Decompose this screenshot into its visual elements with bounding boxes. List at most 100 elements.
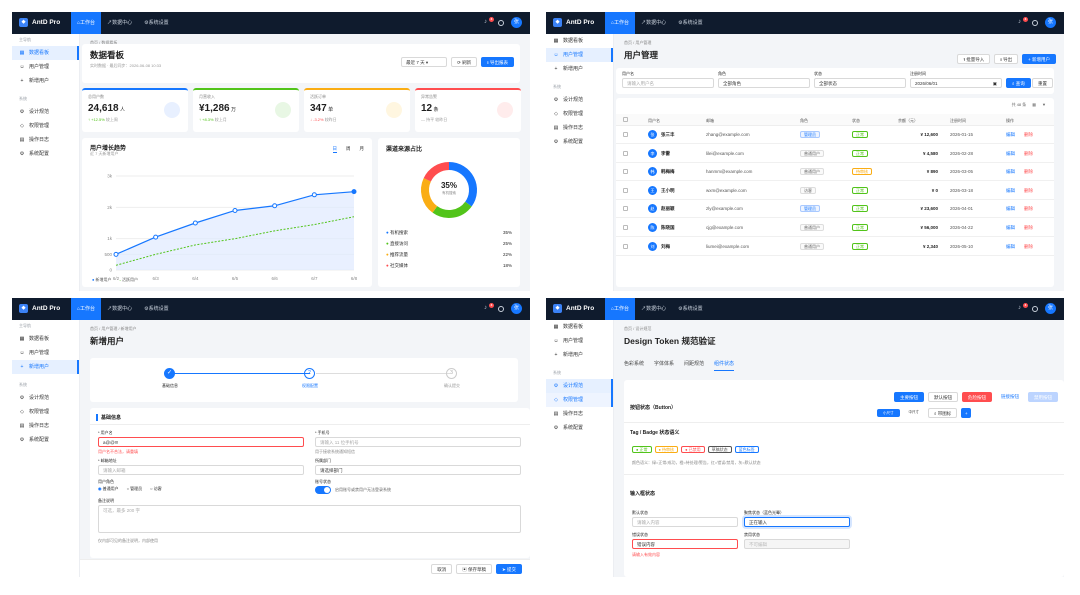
role-radio-admin[interactable]: ○ 管理员 <box>126 486 143 491</box>
sidebar-item-log[interactable]: ▤ 操作日志 <box>553 411 584 417</box>
sidebar-item-users[interactable]: ☺ 用户管理 <box>546 48 613 62</box>
edit-link[interactable]: 编辑 <box>1006 206 1015 212</box>
row-checkbox[interactable] <box>623 169 628 175</box>
sidebar-item-config[interactable]: ⚙ 系统配置 <box>19 437 50 443</box>
sidebar-item-permission[interactable]: ◇ 权限管理 <box>12 119 79 133</box>
sidebar-item-add-user[interactable]: + 新增用户 <box>12 360 79 374</box>
date-range-select[interactable]: 最近 7 天 ▾ <box>401 57 448 67</box>
tab-component[interactable]: 组件状态 <box>714 360 735 371</box>
icon-button[interactable]: ⌕ 带图标 <box>928 408 958 418</box>
sidebar-item-add-user[interactable]: + 新增用户 <box>554 66 584 72</box>
sidebar-item-log[interactable]: ▤ 操作日志 <box>19 423 50 429</box>
sidebar-item-design[interactable]: ⚙ 设计规范 <box>12 105 79 119</box>
sidebar-item-permission[interactable]: ◇ 权限管理 <box>546 393 613 407</box>
danger-button[interactable]: 危险按钮 <box>962 392 992 402</box>
nav-data-center[interactable]: ↗数据中心 <box>107 306 133 312</box>
delete-link[interactable]: 删除 <box>1024 243 1033 249</box>
phone-input[interactable]: 请输入 11 位手机号 <box>315 437 521 447</box>
delete-link[interactable]: 删除 <box>1024 187 1033 193</box>
medium-button[interactable]: 中尺寸 <box>903 408 924 418</box>
small-button[interactable]: 小尺寸 <box>877 409 900 417</box>
delete-link[interactable]: 删除 <box>1024 225 1033 230</box>
sidebar-item-dashboard[interactable]: ▦ 数据看板 <box>19 336 50 342</box>
delete-link[interactable]: 删除 <box>1024 132 1033 137</box>
save-draft-button[interactable]: ▣ 保存草稿 <box>456 564 492 574</box>
search-icon[interactable] <box>1032 305 1038 312</box>
role-radio-guest[interactable]: ○ 访客 <box>150 486 162 491</box>
columns-icon[interactable]: ▦ <box>1032 102 1037 107</box>
row-checkbox[interactable] <box>623 225 628 230</box>
sidebar-item-permission[interactable]: ◇ 权限管理 <box>20 409 50 415</box>
sidebar-item-users[interactable]: ☺ 用户管理 <box>553 338 584 344</box>
nav-workbench[interactable]: ⌂工作台 <box>605 12 636 34</box>
sidebar-item-dashboard[interactable]: ▦ 数据看板 <box>12 46 79 60</box>
search-icon[interactable] <box>498 305 504 312</box>
sidebar-item-design[interactable]: ⚙ 设计规范 <box>546 379 613 393</box>
default-input[interactable]: 请输入内容 <box>632 517 738 527</box>
sidebar-item-config[interactable]: ⚙ 系统配置 <box>553 425 584 431</box>
logo[interactable]: ◆ AntD Pro <box>19 18 60 27</box>
tab-color[interactable]: 色彩系统 <box>624 361 645 367</box>
row-checkbox[interactable] <box>623 206 628 212</box>
row-checkbox[interactable] <box>623 243 628 249</box>
query-button[interactable]: ⌕ 查询 <box>1006 78 1031 88</box>
edit-link[interactable]: 编辑 <box>1006 132 1015 137</box>
note-textarea[interactable]: 可选，最多 200 字 <box>98 505 521 533</box>
add-user-button[interactable]: + 新增用户 <box>1022 54 1056 64</box>
sidebar-item-add-user[interactable]: + 新增用户 <box>12 74 79 88</box>
role-radio-normal[interactable]: ◉ 普通用户 <box>98 486 119 491</box>
edit-link[interactable]: 编辑 <box>1006 225 1015 230</box>
search-icon[interactable] <box>498 19 504 26</box>
nav-settings[interactable]: ⚙系统设置 <box>678 20 703 26</box>
sidebar-item-design[interactable]: ⚙ 设计规范 <box>19 395 50 401</box>
avatar[interactable]: 张 <box>511 17 522 28</box>
dept-select[interactable]: 请选择部门 <box>315 465 521 475</box>
sidebar-item-permission[interactable]: ◇ 权限管理 <box>554 111 584 117</box>
tab-font[interactable]: 字体体系 <box>654 361 675 367</box>
edit-link[interactable]: 编辑 <box>1006 187 1015 193</box>
sidebar-item-log[interactable]: ▤ 操作日志 <box>12 133 79 147</box>
row-checkbox[interactable] <box>623 132 628 137</box>
reset-button[interactable]: 重置 <box>1032 78 1053 88</box>
row-checkbox[interactable] <box>623 187 628 193</box>
bell-icon[interactable]: ♪ 3 <box>1018 303 1028 311</box>
sidebar-item-users[interactable]: ☺ 用户管理 <box>12 60 79 74</box>
avatar[interactable]: 张 <box>1045 17 1056 28</box>
status-select[interactable]: 全部状态 <box>814 78 906 88</box>
tab-spacing[interactable]: 间距规范 <box>684 361 705 367</box>
sidebar-item-config[interactable]: ⚙ 系统配置 <box>553 139 584 145</box>
primary-button[interactable]: 主要按钮 <box>894 392 924 402</box>
sidebar-item-config[interactable]: ⚙ 系统配置 <box>12 147 79 161</box>
nav-workbench[interactable]: ⌂工作台 <box>71 12 102 34</box>
nav-settings[interactable]: ⚙系统设置 <box>678 306 703 312</box>
delete-link[interactable]: 删除 <box>1024 206 1033 212</box>
submit-button[interactable]: ➤ 提交 <box>495 564 522 574</box>
error-input[interactable]: 错误内容 <box>632 539 738 549</box>
delete-link[interactable]: 删除 <box>1024 150 1033 156</box>
export-button[interactable]: ⭳ 导出报表 <box>481 57 514 67</box>
cancel-button[interactable]: 取消 <box>431 564 453 574</box>
sidebar-item-design[interactable]: ⚙ 设计规范 <box>553 97 584 103</box>
sidebar-item-users[interactable]: ☺ 用户管理 <box>19 350 50 356</box>
sidebar-item-log[interactable]: ▤ 操作日志 <box>553 125 584 131</box>
avatar[interactable]: 张 <box>511 303 522 314</box>
role-select[interactable]: 全部角色 <box>718 78 810 88</box>
nav-workbench[interactable]: ⌂工作台 <box>71 298 102 320</box>
username-input[interactable]: a@@!!! <box>98 437 304 447</box>
refresh-button[interactable]: ⟳ 刷新 <box>451 57 478 67</box>
edit-link[interactable]: 编辑 <box>1006 150 1015 156</box>
bell-icon[interactable]: ♪ 3 <box>484 303 494 311</box>
sidebar-item-dashboard[interactable]: ▦ 数据看板 <box>553 324 584 330</box>
nav-data-center[interactable]: ↗数据中心 <box>641 20 667 26</box>
edit-link[interactable]: 编辑 <box>1006 169 1015 175</box>
filter-icon[interactable]: ▼ <box>1042 102 1046 107</box>
email-input[interactable]: 请输入邮箱 <box>98 465 304 475</box>
bell-icon[interactable]: ♪ 3 <box>484 17 494 25</box>
nav-workbench[interactable]: ⌂工作台 <box>605 298 636 320</box>
export-button[interactable]: ⭳ 导出 <box>994 54 1019 64</box>
delete-link[interactable]: 删除 <box>1024 169 1033 175</box>
default-button[interactable]: 默认按钮 <box>928 392 958 402</box>
nav-settings[interactable]: ⚙系统设置 <box>144 20 169 26</box>
date-input[interactable]: 2026/06/01 ▣ <box>910 78 1002 88</box>
username-input[interactable]: 请输入用户名 <box>622 78 714 88</box>
